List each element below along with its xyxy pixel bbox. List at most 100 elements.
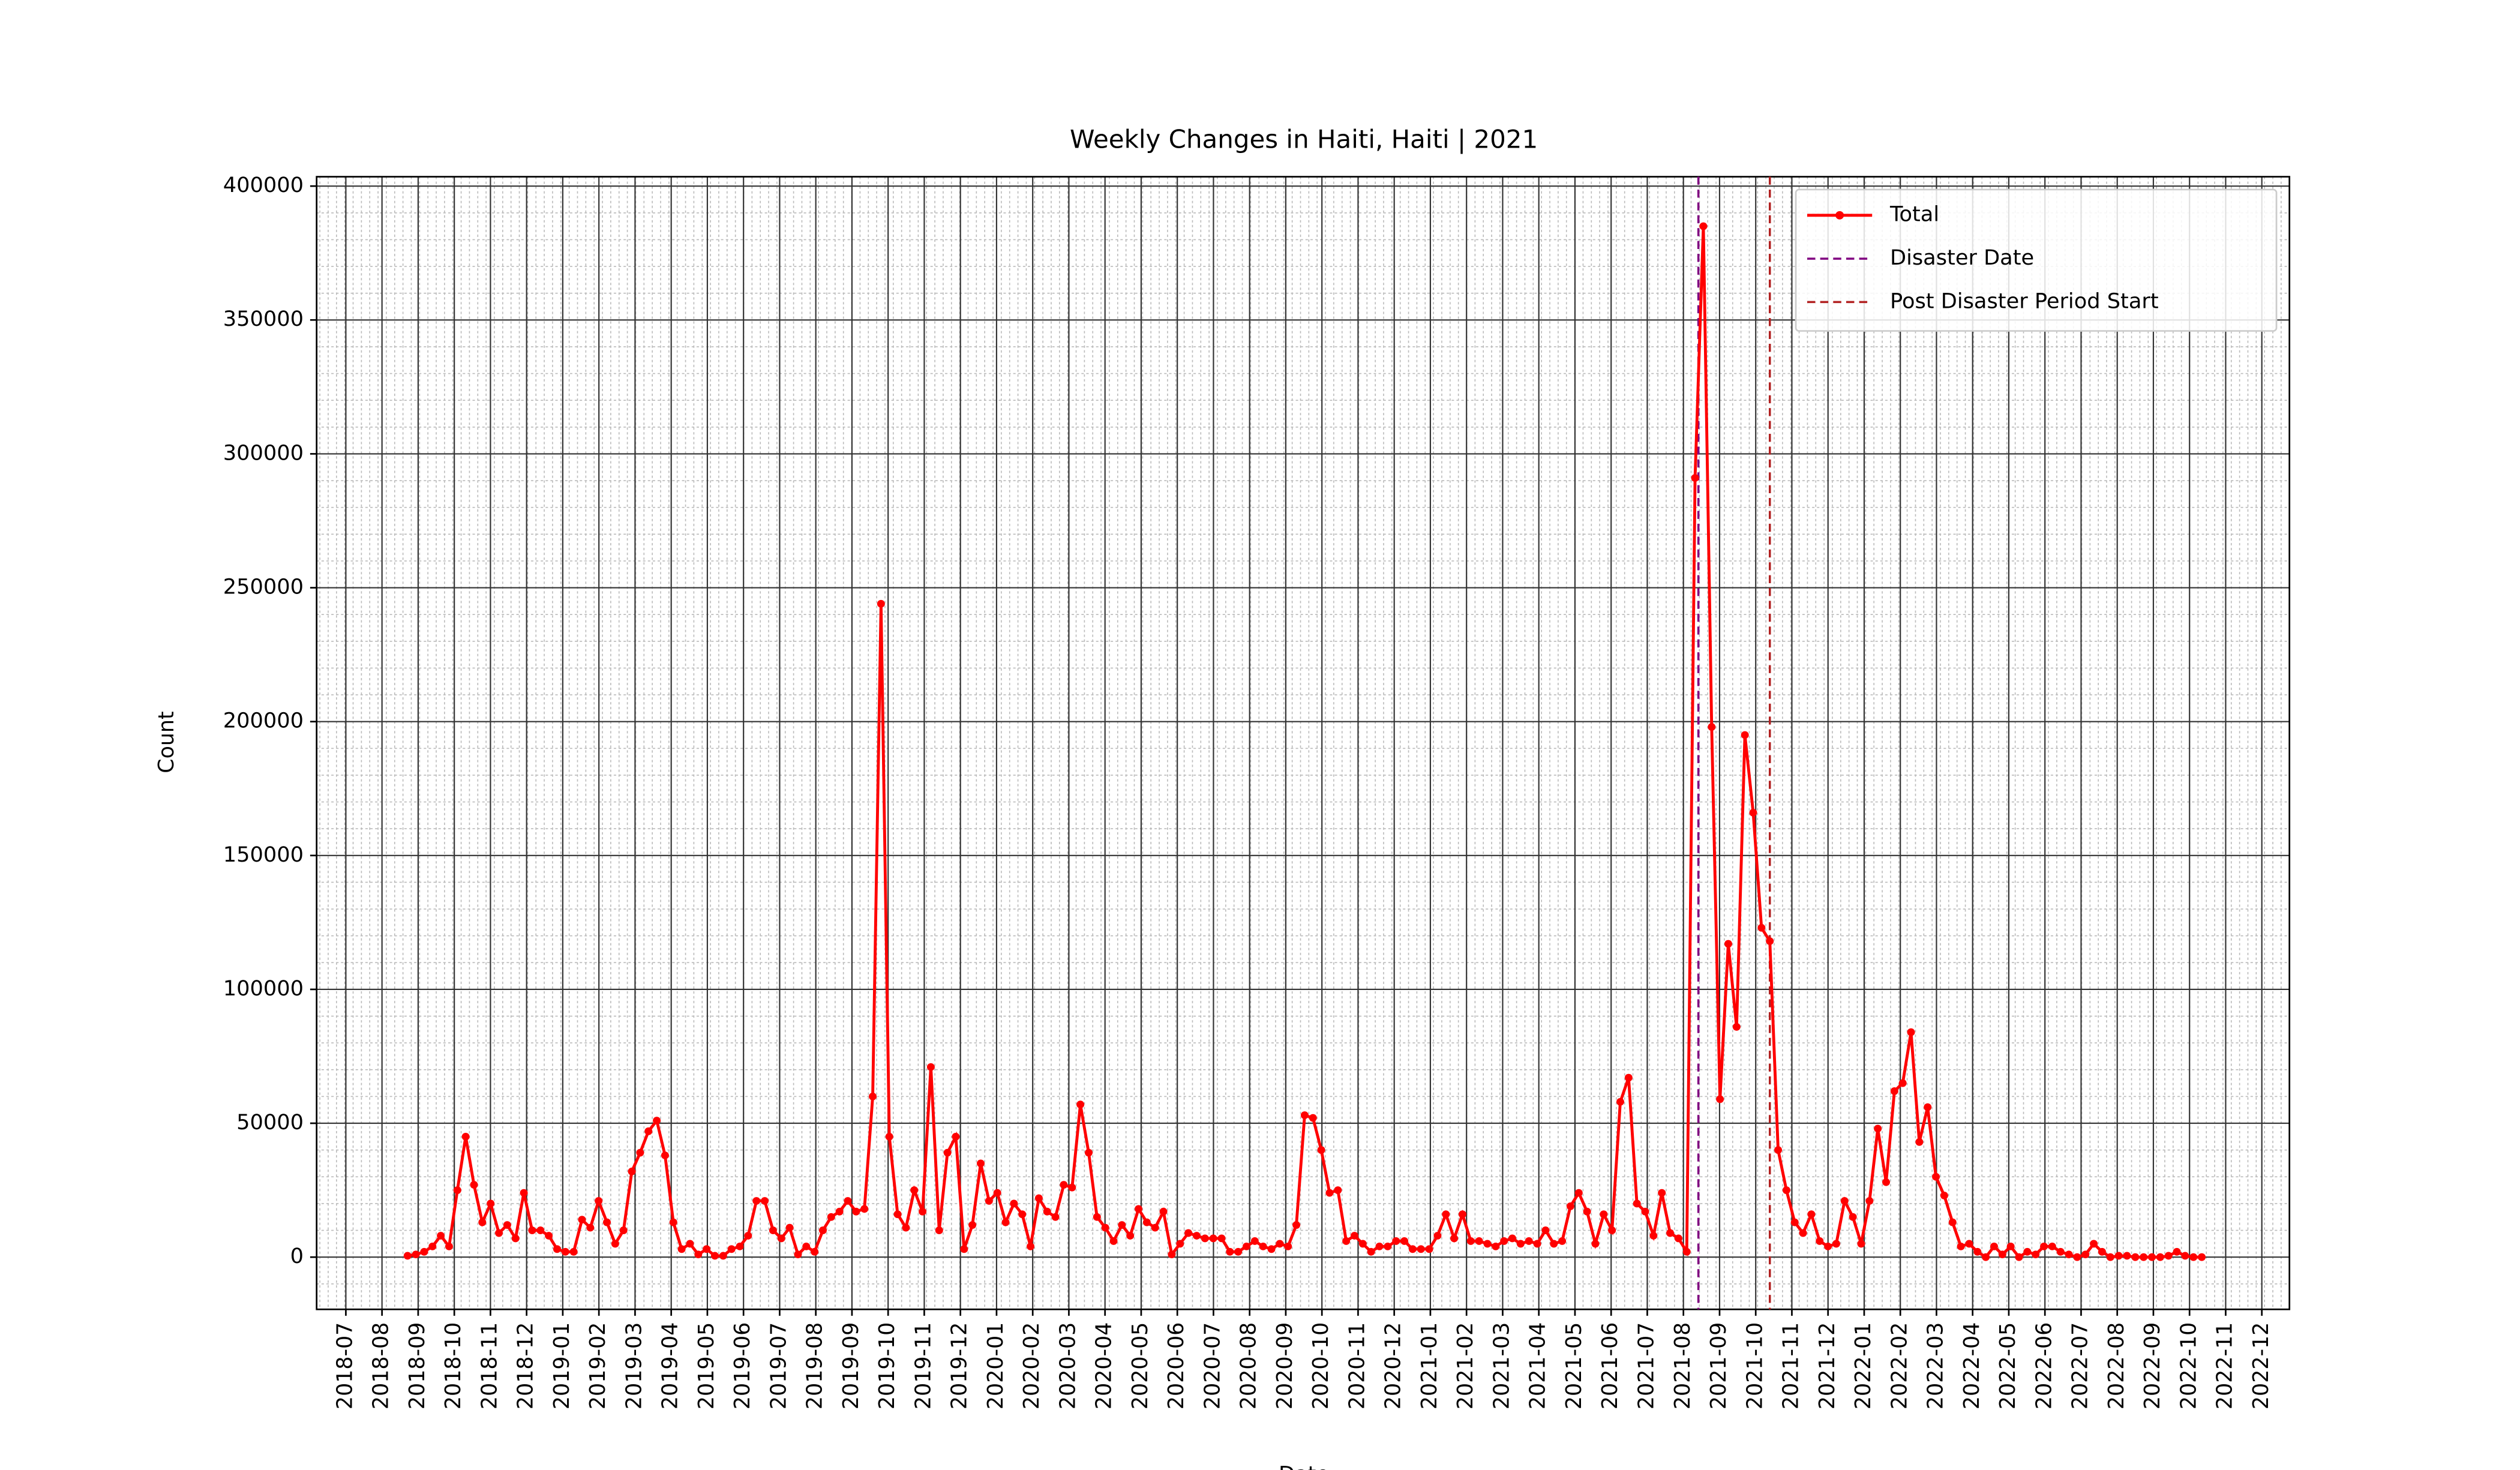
data-point (1084, 1148, 1093, 1157)
data-point (2198, 1253, 2206, 1261)
data-point (719, 1252, 727, 1260)
data-point (1250, 1237, 1259, 1245)
data-point (703, 1245, 711, 1253)
x-tick-label: 2022-01 (1852, 1322, 1876, 1409)
data-point (569, 1247, 578, 1256)
x-tick-label: 2018-10 (442, 1322, 466, 1409)
legend-marker (1835, 211, 1844, 220)
data-point (910, 1186, 919, 1195)
data-point (1317, 1146, 1325, 1154)
x-tick-label: 2022-08 (2105, 1322, 2129, 1409)
data-point (1142, 1218, 1151, 1226)
data-point (1550, 1240, 1558, 1248)
data-point (1201, 1234, 1209, 1243)
data-point (677, 1245, 686, 1253)
data-point (1076, 1100, 1085, 1109)
data-point (2148, 1253, 2156, 1261)
data-point (985, 1197, 993, 1205)
data-point (1574, 1189, 1583, 1197)
data-point (1109, 1237, 1118, 1245)
data-point (503, 1221, 511, 1229)
data-point (1276, 1240, 1284, 1248)
y-axis-label: Count (155, 711, 179, 773)
data-point (2106, 1253, 2114, 1261)
x-tick-label: 2020-06 (1165, 1322, 1189, 1409)
data-point (710, 1252, 719, 1260)
y-tick-label: 100000 (223, 977, 304, 1001)
data-point (1649, 1232, 1658, 1240)
x-tick-label: 2022-02 (1888, 1322, 1912, 1409)
data-point (2131, 1253, 2140, 1261)
data-point (1325, 1189, 1334, 1197)
x-tick-label: 2021-06 (1598, 1322, 1622, 1409)
data-point (495, 1229, 503, 1237)
data-point (993, 1189, 1001, 1197)
data-point (1691, 474, 1699, 482)
data-point (1741, 731, 1749, 739)
data-point (2081, 1250, 2090, 1259)
x-tick-label: 2021-07 (1634, 1322, 1658, 1409)
x-tick-label: 2019-03 (622, 1322, 646, 1409)
data-point (1591, 1240, 1600, 1248)
data-point (1790, 1218, 1799, 1226)
data-point (1168, 1250, 1176, 1259)
data-point (470, 1181, 478, 1189)
data-point (893, 1210, 902, 1219)
y-tick-label: 150000 (223, 843, 304, 867)
data-point (1525, 1237, 1533, 1245)
data-point (428, 1242, 437, 1250)
data-point (644, 1127, 653, 1135)
data-point (653, 1117, 661, 1125)
x-tick-label: 2018-09 (406, 1322, 430, 1409)
data-point (2065, 1250, 2073, 1259)
data-point (1932, 1172, 1940, 1181)
data-point (752, 1197, 761, 1205)
data-point (1508, 1234, 1517, 1243)
data-point (478, 1218, 487, 1226)
data-point (1068, 1183, 1076, 1192)
data-point (802, 1242, 811, 1250)
x-tick-label: 2020-07 (1201, 1322, 1225, 1409)
data-point (686, 1240, 694, 1248)
data-point (1192, 1232, 1201, 1240)
x-tick-label: 2018-08 (370, 1322, 394, 1409)
x-tick-label: 2022-11 (2213, 1322, 2237, 1409)
data-point (511, 1234, 520, 1243)
data-point (2090, 1240, 2098, 1248)
data-point (1442, 1210, 1450, 1219)
legend-label: Total (1889, 203, 1939, 227)
data-point (1716, 1095, 1724, 1103)
data-point (1350, 1232, 1358, 1240)
legend-box (1795, 188, 2278, 332)
x-tick-label: 2019-10 (875, 1322, 899, 1409)
data-point (1500, 1237, 1508, 1245)
data-point (1865, 1197, 1874, 1205)
data-point (952, 1132, 960, 1141)
x-tick-label: 2020-04 (1093, 1322, 1117, 1409)
x-tick-label: 2021-04 (1526, 1322, 1550, 1409)
data-point (935, 1226, 943, 1235)
data-point (437, 1232, 445, 1240)
data-point (1807, 1210, 1816, 1219)
x-tick-label: 2020-12 (1382, 1322, 1406, 1409)
data-point (1890, 1087, 1898, 1095)
data-point (1234, 1247, 1243, 1256)
data-point (960, 1245, 968, 1253)
data-point (926, 1063, 935, 1071)
data-point (1749, 808, 1757, 817)
data-point (1217, 1234, 1226, 1243)
x-tick-label: 2020-03 (1056, 1322, 1080, 1409)
data-point (1898, 1079, 1907, 1087)
data-point (943, 1148, 952, 1157)
data-point (1682, 1247, 1691, 1256)
x-tick-label: 2021-02 (1454, 1322, 1478, 1409)
data-point (661, 1151, 669, 1160)
y-tick-label: 0 (290, 1244, 304, 1268)
data-point (2123, 1252, 2131, 1260)
x-tick-label: 2019-07 (767, 1322, 791, 1409)
data-point (1915, 1138, 1924, 1146)
data-point (553, 1245, 561, 1253)
data-point (2164, 1252, 2173, 1260)
